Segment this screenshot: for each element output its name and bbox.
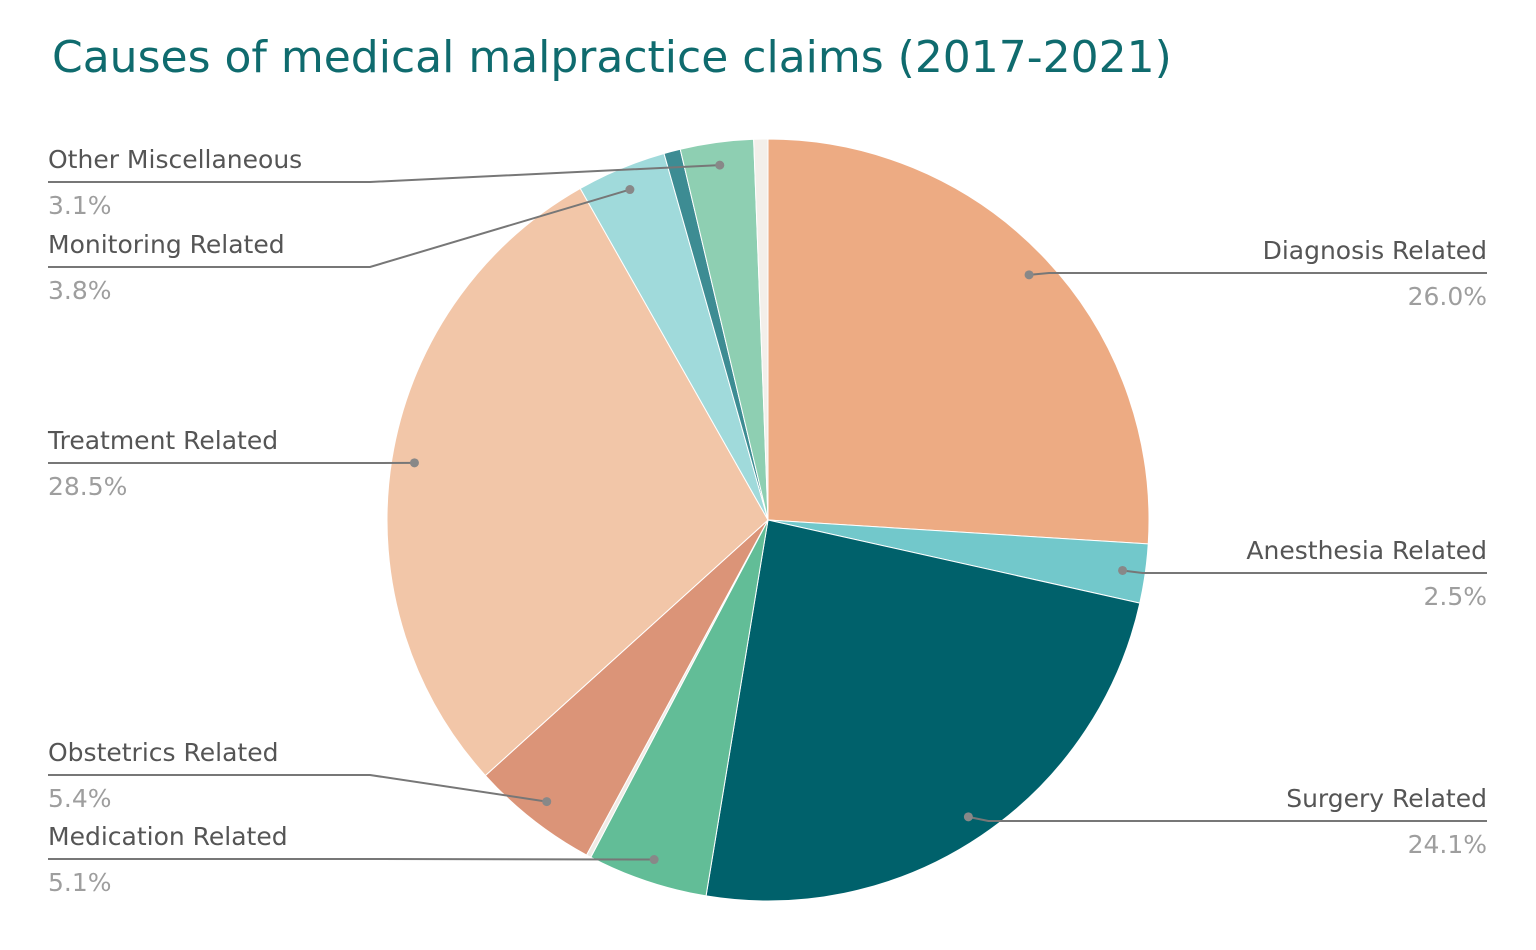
slice-label: Anesthesia Related [1246,536,1487,565]
slice-value: 3.1% [48,191,112,220]
pie-slice [753,138,769,521]
slice-label: Surgery Related [1286,784,1487,813]
leader-dot [1024,270,1034,280]
slice-label: Diagnosis Related [1263,236,1487,265]
slice-label: Treatment Related [47,426,278,455]
leader-dot [963,812,973,822]
slice-value: 26.0% [1408,282,1487,311]
leader-line [968,815,1487,822]
slice-label: Medication Related [48,822,288,851]
leader-dot [625,185,635,195]
pie-slice [767,138,1150,545]
chart-title: Causes of medical malpractice claims (20… [52,32,1172,83]
leader-dot [715,160,725,170]
leader-line [1028,272,1487,276]
slice-label: Obstetrics Related [48,738,278,767]
leader-line [48,164,720,183]
slice-value: 24.1% [1408,830,1487,859]
slice-label: Other Miscellaneous [48,145,302,174]
leader-line [1122,569,1487,574]
pie-slice [705,519,1141,902]
slice-value: 28.5% [48,472,127,501]
slice-value: 5.1% [48,868,112,897]
leader-dot [649,855,659,865]
slice-value: 5.4% [48,784,112,813]
leader-dot [1118,565,1128,575]
leader-line [48,188,631,268]
slice-value: 3.8% [48,276,112,305]
slice-label: Monitoring Related [48,230,285,259]
slice-value: 2.5% [1423,582,1487,611]
leader-dot [542,797,552,807]
leader-dot [409,458,419,468]
pie-slice [386,187,769,777]
leader-line [48,774,547,803]
leader-line [48,858,655,861]
